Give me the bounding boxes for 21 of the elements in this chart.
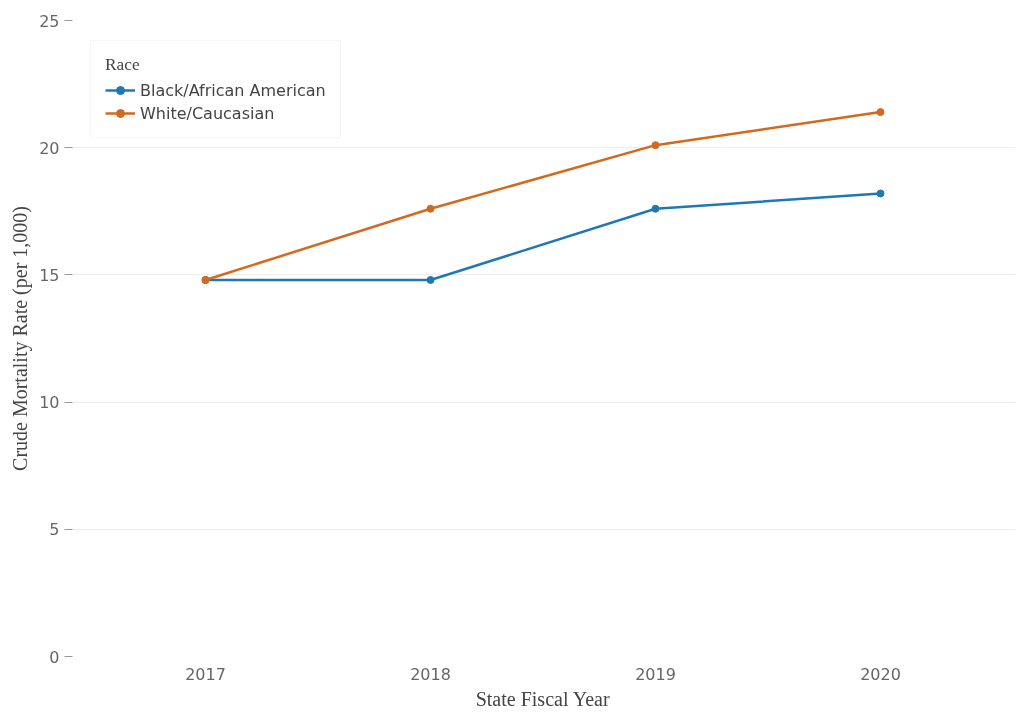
point (651, 204, 660, 213)
x-tick-label: 2019 (635, 664, 676, 684)
y-tick-label: 0 (49, 647, 60, 667)
x-tick-label: 2018 (410, 664, 451, 684)
point (426, 204, 435, 213)
y-tick-label: 20 (39, 138, 60, 158)
y-tick-label: 10 (39, 393, 60, 413)
point (651, 141, 660, 150)
legend-label: White/Caucasian (140, 103, 275, 123)
x-tick-label: 2017 (185, 664, 226, 684)
y-tick-label: 5 (49, 520, 60, 540)
point (876, 189, 885, 198)
legend-label: Black/African American (140, 80, 326, 100)
x-tick-label: 2020 (860, 664, 901, 684)
point (426, 275, 435, 284)
legend-title: Race (105, 55, 141, 75)
y-axis-title: Crude Mortality Rate (per 1,000) (9, 206, 33, 471)
point (876, 108, 885, 117)
y-tick-label: 25 (39, 11, 60, 31)
y-tick-label: 15 (39, 265, 60, 285)
x-axis-title: State Fiscal Year (475, 687, 610, 710)
